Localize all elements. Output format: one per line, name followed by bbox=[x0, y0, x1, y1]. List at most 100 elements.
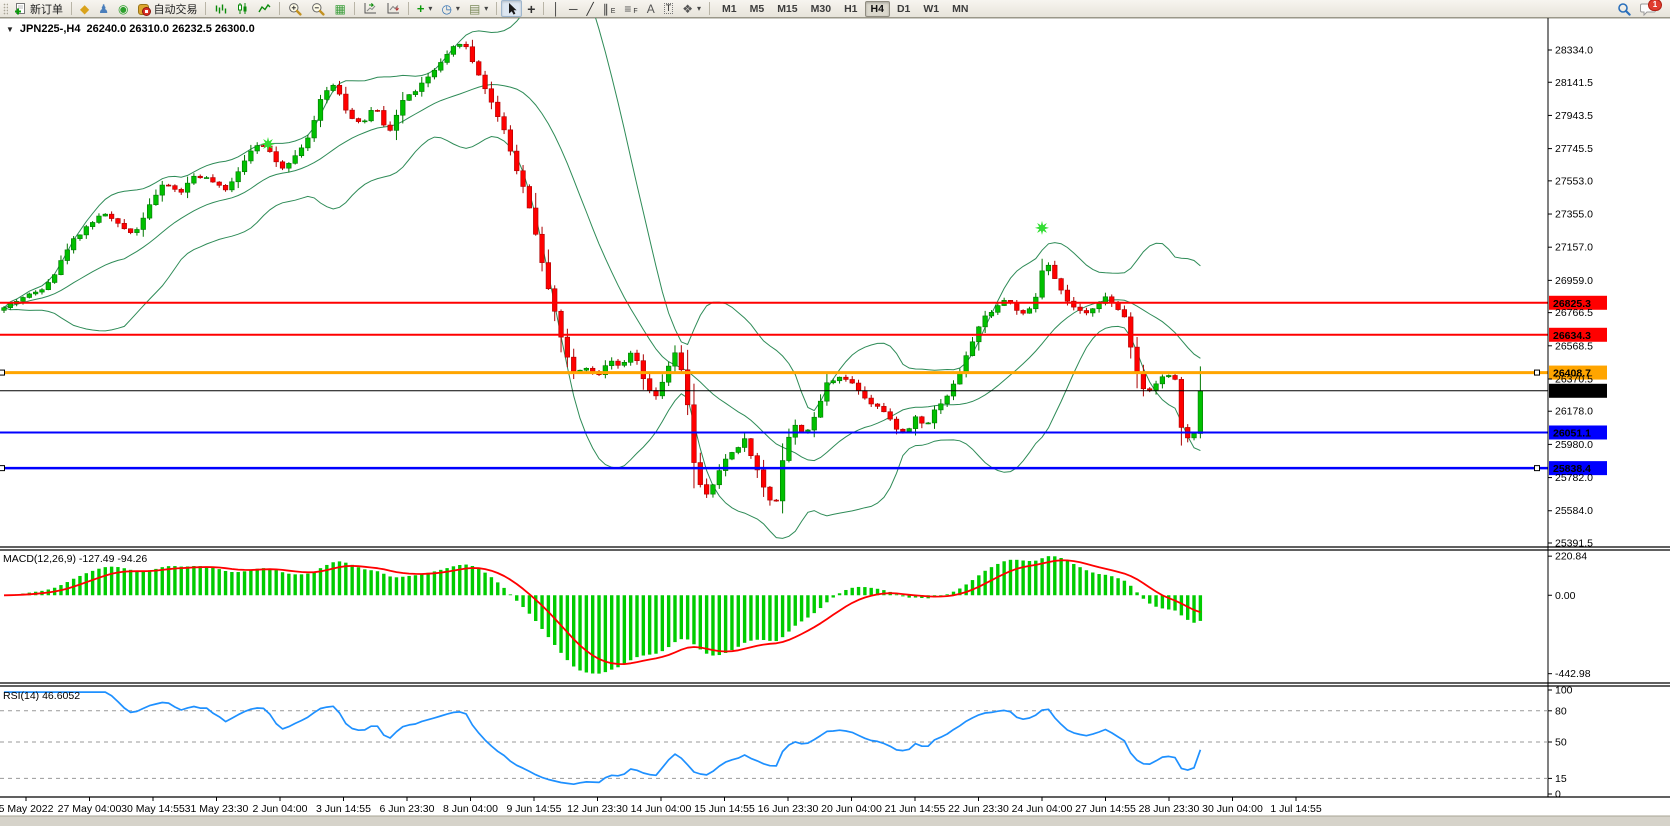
price-label-chip bbox=[1549, 383, 1607, 398]
horizontal-line-26634.3[interactable]: 26634.3 bbox=[0, 327, 1607, 342]
price-axis-tick-label: 26766.5 bbox=[1555, 307, 1593, 319]
price-label-chip bbox=[1549, 365, 1607, 380]
toolbar-grip[interactable] bbox=[3, 2, 8, 15]
price-label-text: 26634.3 bbox=[1553, 330, 1591, 342]
price-label-text: 26408.7 bbox=[1553, 368, 1591, 380]
price-axis-tick-label: 27157.0 bbox=[1555, 242, 1593, 254]
time-axis-label: 28 Jun 23:30 bbox=[1139, 803, 1200, 815]
price-label-text: 26051.1 bbox=[1553, 427, 1591, 439]
toolbar-separator bbox=[496, 2, 498, 15]
zoom-in-button[interactable] bbox=[284, 0, 306, 17]
line-handle[interactable] bbox=[1534, 465, 1540, 472]
timeframe-button-h1[interactable]: H1 bbox=[844, 2, 858, 15]
zoom-in-icon bbox=[289, 2, 303, 16]
line-handle[interactable] bbox=[0, 369, 5, 376]
bollinger-middle-band bbox=[3, 83, 1201, 462]
text-tool-button[interactable]: A bbox=[643, 0, 659, 17]
main-toolbar: 新订单 ◆ ♟ ◉ 自动交易 bbox=[0, 0, 1670, 18]
signal-button[interactable]: ◉ bbox=[114, 0, 132, 17]
timeframe-button-m15[interactable]: M15 bbox=[777, 2, 798, 15]
candlestick-chart-button[interactable] bbox=[232, 0, 253, 17]
price-axis-tick-label: 26568.5 bbox=[1555, 340, 1593, 352]
dropdown-arrow-icon: ▾ bbox=[696, 4, 701, 13]
vertical-line-tool-button[interactable]: │ bbox=[548, 0, 564, 17]
text-label-tool-button[interactable]: T bbox=[660, 0, 678, 17]
timeframe-button-m30[interactable]: M30 bbox=[810, 2, 832, 15]
macd-label: MACD(12,26,9) -127.49 -94.26 bbox=[3, 553, 147, 565]
signal-icon: ◉ bbox=[118, 1, 129, 16]
indicators-button[interactable]: + ▾ bbox=[413, 0, 437, 17]
time-axis-label: 16 Jun 23:30 bbox=[758, 803, 819, 815]
timeframe-button-mn[interactable]: MN bbox=[952, 2, 969, 15]
time-axis[interactable]: 5 May 2022 27 May 04:00 30 May 14:55 31 May… bbox=[0, 796, 1670, 815]
arrows-tool-button[interactable]: ❖ ▾ bbox=[678, 0, 705, 17]
chat-button[interactable]: 1 bbox=[1636, 0, 1664, 17]
new-order-button[interactable]: 新订单 bbox=[10, 0, 67, 17]
timeframe-button-m1[interactable]: M1 bbox=[722, 2, 737, 15]
price-axis-tick-label: 28141.5 bbox=[1555, 77, 1593, 89]
dropdown-arrow-icon: ▾ bbox=[455, 4, 460, 13]
timeframe-button-d1[interactable]: D1 bbox=[896, 2, 911, 15]
line-chart-button[interactable] bbox=[254, 0, 275, 17]
trendline-tool-button[interactable]: ╱ bbox=[583, 0, 598, 17]
crosshair-button[interactable]: + bbox=[523, 0, 539, 17]
chart-marker[interactable] bbox=[1035, 220, 1049, 235]
time-axis-label: 6 Jun 23:30 bbox=[380, 803, 435, 815]
autotrading-button[interactable]: 自动交易 bbox=[133, 0, 201, 17]
time-axis-label: 9 Jun 14:55 bbox=[507, 803, 562, 815]
horizontal-line-tool-button[interactable]: ─ bbox=[565, 0, 582, 17]
price-label-chip bbox=[1549, 327, 1607, 342]
templates-button[interactable]: ▤ ▾ bbox=[465, 0, 492, 17]
toolbar-separator bbox=[71, 2, 72, 15]
timeframe-button-w1[interactable]: W1 bbox=[923, 2, 940, 15]
bollinger-lower-band bbox=[3, 135, 1201, 539]
price-label-chip bbox=[1549, 295, 1607, 310]
chart-marker[interactable] bbox=[261, 137, 275, 151]
toolbar-separator bbox=[709, 2, 710, 15]
horizontal-line-26051.1[interactable]: 26051.1 bbox=[0, 425, 1607, 440]
time-axis-label: 21 Jun 14:55 bbox=[885, 803, 946, 815]
periods-button[interactable]: ◷ ▾ bbox=[437, 0, 464, 17]
text-label-icon: T bbox=[663, 3, 674, 14]
time-axis-label: 3 Jun 14:55 bbox=[316, 803, 371, 815]
cursor-button[interactable] bbox=[501, 0, 523, 17]
panel-divider[interactable] bbox=[0, 682, 1670, 687]
price-axis-tick-label: 26959.0 bbox=[1555, 275, 1593, 287]
tile-windows-button[interactable]: ▦ bbox=[330, 0, 349, 17]
line-handle[interactable] bbox=[0, 465, 5, 472]
search-button[interactable] bbox=[1613, 0, 1635, 17]
symbol-dropdown-icon[interactable]: ▼ bbox=[6, 24, 14, 34]
fibonacci-button[interactable]: ≡ F bbox=[620, 0, 641, 17]
price-label-text: 26825.3 bbox=[1553, 298, 1591, 310]
line-handle[interactable] bbox=[1534, 369, 1540, 376]
rsi-axis-label: 80 bbox=[1555, 705, 1567, 717]
zoom-out-button[interactable] bbox=[307, 0, 329, 17]
macd-axis-label: 0.00 bbox=[1555, 590, 1576, 602]
time-axis-label: 12 Jun 23:30 bbox=[567, 803, 628, 815]
equidistant-channel-button[interactable]: ∥ E bbox=[599, 0, 620, 17]
time-axis-label: 1 Jul 14:55 bbox=[1270, 803, 1322, 815]
candlestick-series bbox=[1, 39, 1203, 514]
horizontal-line-26408.7[interactable]: 26408.7 bbox=[0, 365, 1607, 380]
time-axis-label: 27 Jun 14:55 bbox=[1075, 803, 1136, 815]
rsi-axis-label: 50 bbox=[1555, 737, 1567, 749]
gold-ingot-button[interactable]: ◆ bbox=[76, 0, 93, 17]
price-axis-tick-label: 27553.0 bbox=[1555, 175, 1593, 187]
market-watch-button[interactable]: ♟ bbox=[94, 0, 113, 17]
horizontal-line-26300.0[interactable]: 26300.0 bbox=[0, 383, 1607, 398]
zoom-out-icon bbox=[312, 2, 326, 16]
auto-scroll-button[interactable] bbox=[382, 0, 404, 17]
horizontal-line-26825.3[interactable]: 26825.3 bbox=[0, 295, 1607, 310]
horizontal-line-25838.4[interactable]: 25838.4 bbox=[0, 461, 1607, 476]
bollinger-upper-band bbox=[3, 18, 1201, 412]
timeframe-button-m5[interactable]: M5 bbox=[749, 2, 765, 15]
bar-chart-button[interactable] bbox=[210, 0, 231, 17]
toolbar-separator bbox=[205, 2, 207, 15]
panel-divider[interactable] bbox=[0, 546, 1670, 551]
notification-badge: 1 bbox=[1648, 0, 1662, 11]
timeframe-button-h4[interactable]: H4 bbox=[864, 0, 890, 17]
chart-shift-button[interactable] bbox=[359, 0, 381, 17]
chart-background bbox=[0, 18, 1670, 826]
